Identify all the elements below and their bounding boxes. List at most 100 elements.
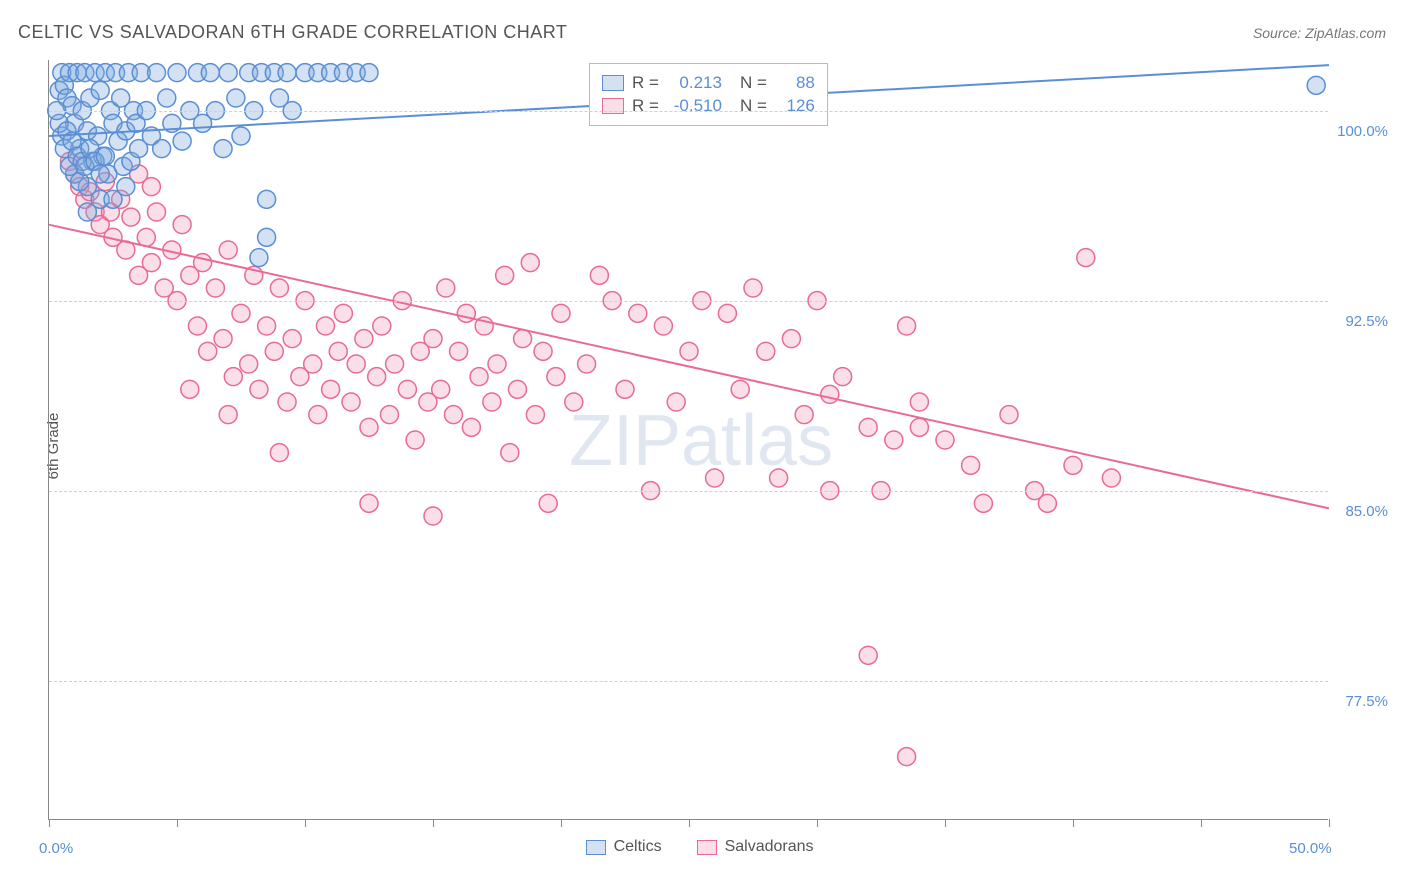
- gridline: [49, 301, 1328, 302]
- salvadorans-point: [501, 444, 519, 462]
- salvadorans-point: [142, 254, 160, 272]
- legend-label: Celtics: [614, 838, 662, 856]
- salvadorans-point: [329, 342, 347, 360]
- celtics-point: [201, 64, 219, 82]
- x-tick: [689, 819, 690, 827]
- salvadorans-point: [470, 368, 488, 386]
- salvadorans-point: [322, 380, 340, 398]
- salvadorans-point: [496, 266, 514, 284]
- x-tick-label: 50.0%: [1289, 840, 1332, 857]
- salvadorans-point: [834, 368, 852, 386]
- salvadorans-point: [432, 380, 450, 398]
- celtics-point: [91, 165, 109, 183]
- x-tick: [433, 819, 434, 827]
- salvadorans-point: [450, 342, 468, 360]
- salvadorans-point: [654, 317, 672, 335]
- salvadorans-point: [232, 304, 250, 322]
- salvadorans-point: [122, 208, 140, 226]
- salvadorans-point: [731, 380, 749, 398]
- salvadorans-point: [885, 431, 903, 449]
- salvadorans-point: [250, 380, 268, 398]
- celtics-point: [258, 190, 276, 208]
- salvadorans-point: [304, 355, 322, 373]
- source-attribution: Source: ZipAtlas.com: [1253, 25, 1386, 41]
- salvadorans-point: [355, 330, 373, 348]
- salvadorans-point: [521, 254, 539, 272]
- salvadorans-point: [1000, 406, 1018, 424]
- celtics-point: [1307, 76, 1325, 94]
- gridline: [49, 681, 1328, 682]
- salvadorans-point: [368, 368, 386, 386]
- salvadorans-point: [483, 393, 501, 411]
- plot-area: ZIPatlas R =0.213N =88R =-0.510N =126 77…: [48, 60, 1328, 820]
- legend-r-value: -0.510: [667, 96, 722, 116]
- celtics-point: [78, 203, 96, 221]
- salvadorans-point: [718, 304, 736, 322]
- gridline: [49, 491, 1328, 492]
- salvadorans-point: [795, 406, 813, 424]
- salvadorans-point: [386, 355, 404, 373]
- y-tick-label: 77.5%: [1345, 693, 1388, 710]
- salvadorans-point: [373, 317, 391, 335]
- salvadorans-point: [770, 469, 788, 487]
- salvadorans-point: [265, 342, 283, 360]
- x-tick: [305, 819, 306, 827]
- salvadorans-point: [680, 342, 698, 360]
- salvadorans-point: [706, 469, 724, 487]
- x-tick: [1329, 819, 1330, 827]
- salvadorans-point: [142, 178, 160, 196]
- x-tick: [561, 819, 562, 827]
- salvadorans-point: [347, 355, 365, 373]
- legend-label: Salvadorans: [725, 838, 814, 856]
- salvadorans-point: [898, 748, 916, 766]
- salvadorans-point: [206, 279, 224, 297]
- salvadorans-point: [334, 304, 352, 322]
- salvadorans-point: [616, 380, 634, 398]
- celtics-point: [158, 89, 176, 107]
- salvadorans-point: [457, 304, 475, 322]
- legend-swatch: [602, 75, 624, 91]
- celtics-point: [148, 64, 166, 82]
- x-tick: [177, 819, 178, 827]
- salvadorans-point: [744, 279, 762, 297]
- legend-r-label: R =: [632, 96, 659, 116]
- celtics-point: [227, 89, 245, 107]
- salvadorans-point: [424, 330, 442, 348]
- celtics-point: [104, 190, 122, 208]
- legend-swatch: [697, 840, 717, 855]
- salvadorans-point: [910, 418, 928, 436]
- salvadorans-point: [1038, 494, 1056, 512]
- salvadorans-point: [283, 330, 301, 348]
- salvadorans-point: [508, 380, 526, 398]
- salvadorans-point: [962, 456, 980, 474]
- legend-r-label: R =: [632, 73, 659, 93]
- salvadorans-point: [360, 494, 378, 512]
- salvadorans-point: [552, 304, 570, 322]
- salvadorans-point: [534, 342, 552, 360]
- salvadorans-point: [1064, 456, 1082, 474]
- salvadorans-point: [910, 393, 928, 411]
- legend-item: Salvadorans: [697, 838, 814, 856]
- y-tick-label: 85.0%: [1345, 503, 1388, 520]
- salvadorans-point: [214, 330, 232, 348]
- salvadorans-point: [462, 418, 480, 436]
- salvadorans-point: [821, 385, 839, 403]
- correlation-legend: R =0.213N =88R =-0.510N =126: [589, 63, 828, 126]
- salvadorans-point: [898, 317, 916, 335]
- legend-swatch: [586, 840, 606, 855]
- salvadorans-point: [398, 380, 416, 398]
- legend-row: R =-0.510N =126: [602, 96, 815, 116]
- legend-n-label: N =: [740, 73, 767, 93]
- x-tick-label: 0.0%: [39, 840, 73, 857]
- celtics-point: [278, 64, 296, 82]
- salvadorans-point: [859, 646, 877, 664]
- x-tick: [817, 819, 818, 827]
- salvadorans-point: [219, 406, 237, 424]
- salvadorans-point: [424, 507, 442, 525]
- chart-title: CELTIC VS SALVADORAN 6TH GRADE CORRELATI…: [18, 22, 567, 43]
- celtics-point: [250, 249, 268, 267]
- celtics-point: [214, 140, 232, 158]
- series-legend: Celtics Salvadorans: [586, 838, 814, 856]
- salvadorans-point: [629, 304, 647, 322]
- salvadorans-point: [444, 406, 462, 424]
